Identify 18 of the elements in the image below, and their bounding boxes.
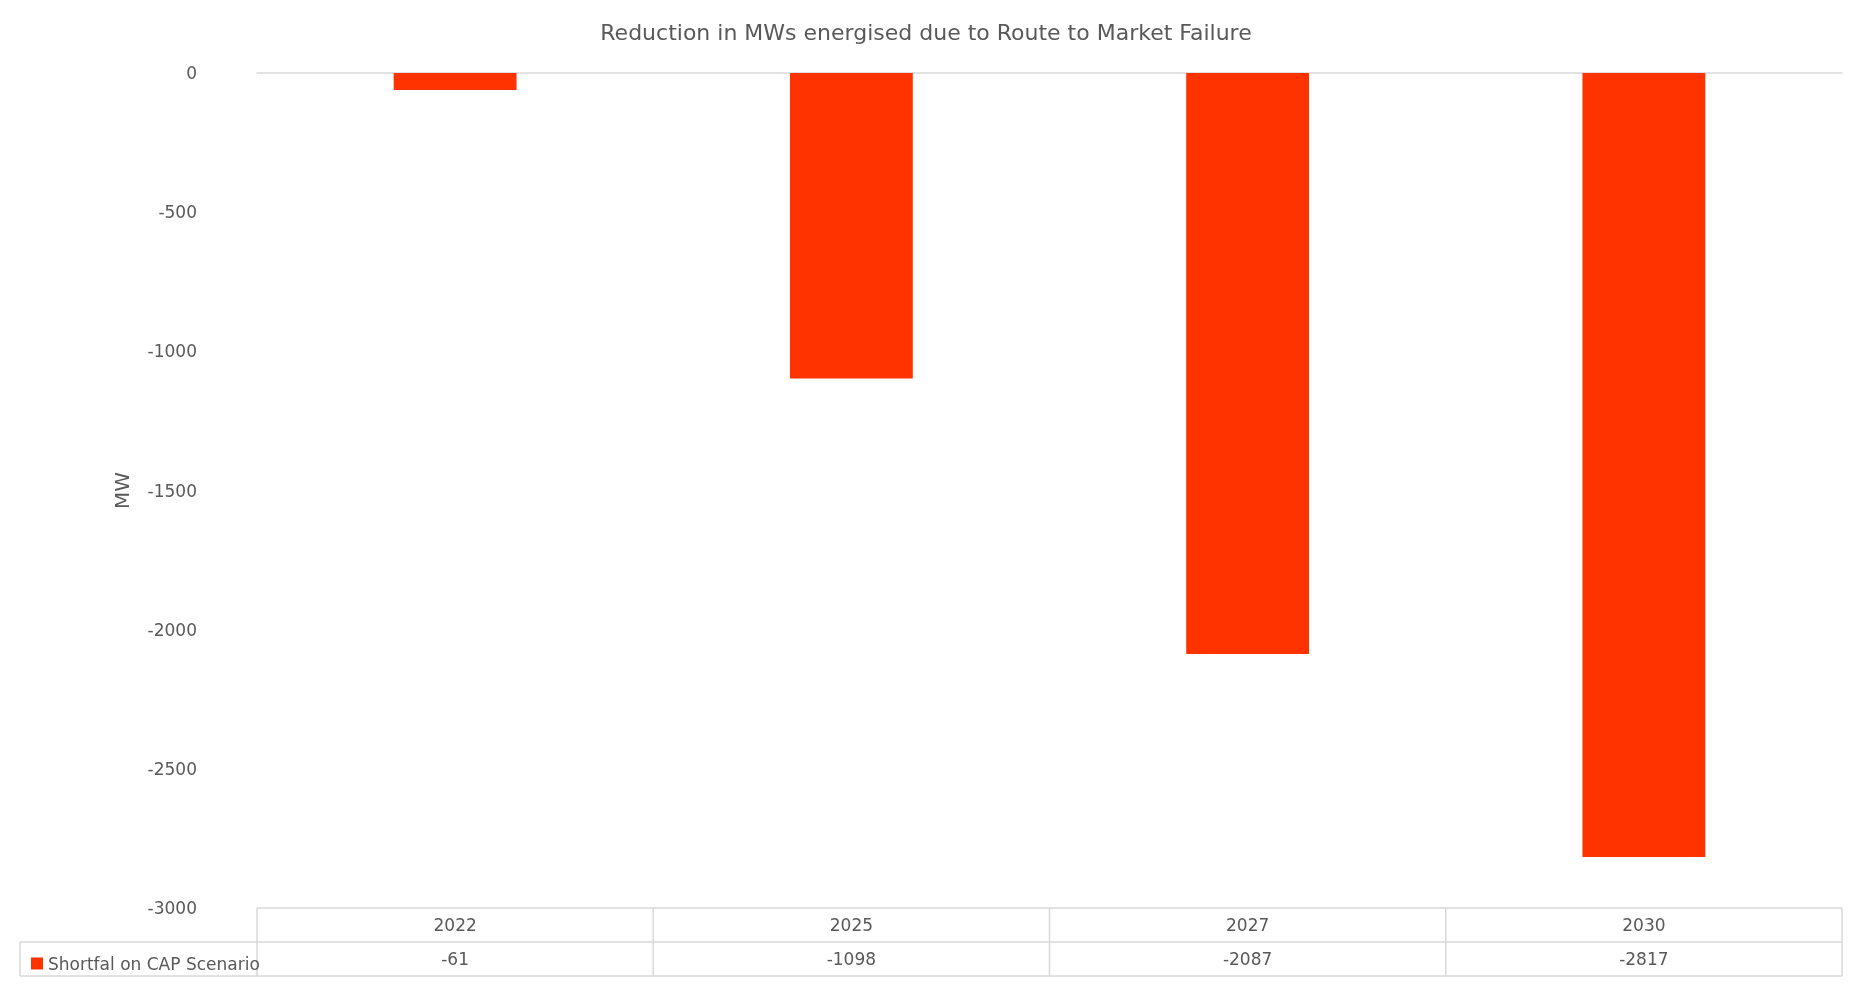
x-tick-label: 2030: [1622, 915, 1666, 935]
legend-label: Shortfal on CAP Scenario: [48, 953, 260, 974]
x-tick-label: 2025: [829, 915, 874, 935]
data-label: -61: [441, 949, 470, 969]
x-tick-label: 2022: [433, 915, 477, 935]
data-label: -2087: [1222, 949, 1273, 969]
y-tick-label: -2000: [147, 619, 197, 640]
y-tick-label: -3000: [147, 898, 197, 918]
y-tick-label: -1500: [147, 480, 197, 501]
y-tick-label: -2500: [147, 758, 197, 779]
y-tick-label: -1000: [147, 341, 197, 362]
data-label: -2817: [1619, 949, 1669, 969]
y-axis-title: MW: [110, 471, 134, 510]
x-tick-label: 2027: [1225, 915, 1270, 935]
y-tick-label: -500: [158, 202, 197, 223]
data-label: -1098: [826, 949, 877, 969]
chart-title: Reduction in MWs energised due to Route to Market Failure: [600, 19, 1252, 45]
y-tick-label: 0: [186, 63, 197, 83]
